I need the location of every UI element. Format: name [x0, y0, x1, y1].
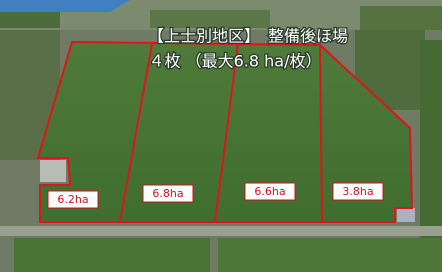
lower-field [218, 238, 442, 272]
title-line: ４枚 （最大6.8 ha/枚） [149, 52, 322, 71]
page: {"title": {"line1": "【上士別地区】 整備後ほ場", "li… [0, 0, 442, 272]
area-label: 6.8ha [143, 185, 193, 202]
area-label: 6.2ha [48, 191, 98, 208]
aerial-photo: 【上士別地区】 整備後ほ場 ４枚 （最大6.8 ha/枚） 6.2ha 6.8h… [0, 0, 442, 272]
area-text: 6.2ha [57, 193, 88, 206]
right-field [420, 40, 442, 240]
building [40, 160, 66, 182]
area-text: 6.8ha [152, 187, 183, 200]
lower-field [14, 238, 210, 272]
far-field [360, 6, 442, 30]
area-text: 6.6ha [254, 185, 285, 198]
road [0, 226, 442, 236]
area-label: 6.6ha [245, 183, 295, 200]
area-text: 3.8ha [342, 185, 373, 198]
building [397, 208, 415, 222]
corner-tab [0, 0, 130, 12]
far-field [150, 10, 270, 28]
area-label: 3.8ha [333, 183, 383, 200]
title-line: 【上士別地区】 整備後ほ場 [148, 27, 348, 46]
